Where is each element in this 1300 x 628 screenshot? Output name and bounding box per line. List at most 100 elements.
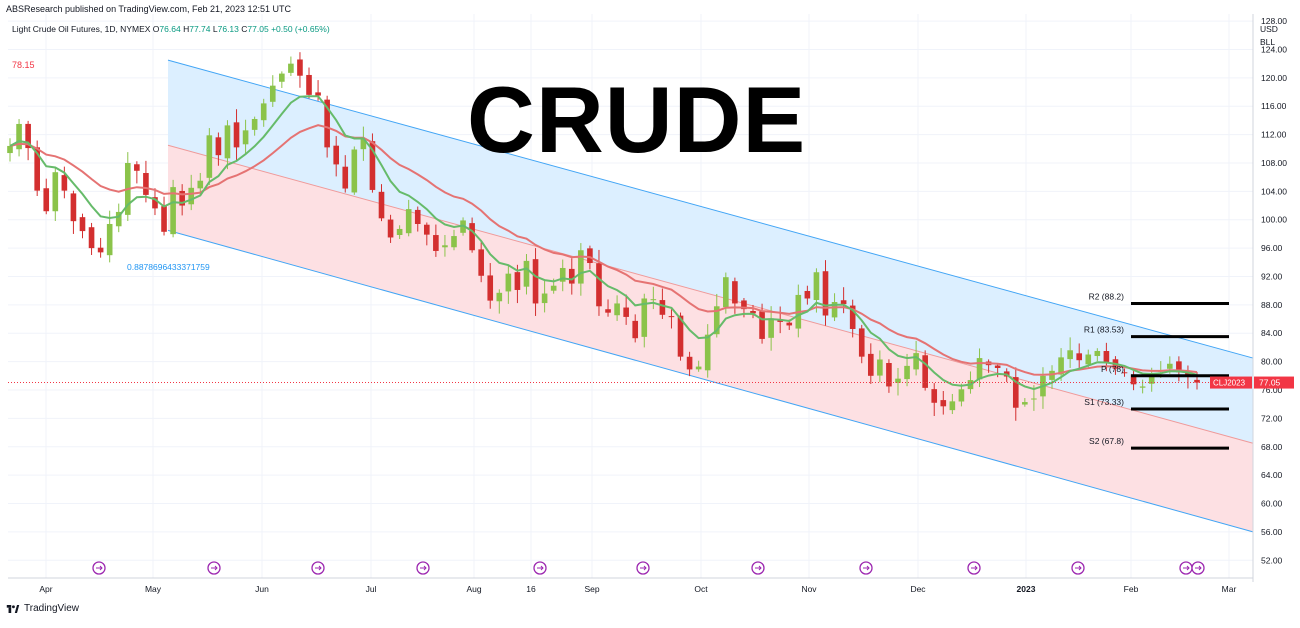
event-marker-icon[interactable] xyxy=(1071,561,1085,575)
time-tick-label: Jun xyxy=(255,584,269,594)
candle-body xyxy=(1022,402,1028,405)
close-label: C xyxy=(241,24,248,34)
event-marker-arrow xyxy=(96,565,103,571)
candle-body xyxy=(487,275,494,301)
candle-body xyxy=(279,73,285,82)
moving-average-fast xyxy=(9,95,1198,391)
candle-body xyxy=(197,180,204,189)
event-marker-icon[interactable] xyxy=(751,561,765,575)
price-tick-label: 80.00 xyxy=(1261,357,1283,367)
candle-body xyxy=(641,298,648,337)
candle-body xyxy=(668,316,675,318)
candle-body xyxy=(297,59,303,76)
time-tick-label: Mar xyxy=(1222,584,1237,594)
candle-body xyxy=(723,277,729,308)
candle-body xyxy=(88,227,95,249)
candle-body xyxy=(333,145,340,165)
event-marker-icon[interactable] xyxy=(859,561,873,575)
candle-body xyxy=(1139,386,1146,388)
candle-body xyxy=(913,353,919,370)
event-marker-arrow xyxy=(640,565,647,571)
candle-body xyxy=(1148,375,1155,384)
candle-body xyxy=(514,272,521,290)
event-marker-icon[interactable] xyxy=(311,561,325,575)
time-tick-label: Oct xyxy=(694,584,708,594)
candle-body xyxy=(650,299,657,301)
candle-body xyxy=(614,303,620,316)
price-tick-label: 100.00 xyxy=(1261,215,1287,225)
candle-body xyxy=(1058,357,1064,375)
candle-body xyxy=(360,138,367,150)
price-tick-label: 72.00 xyxy=(1261,413,1283,423)
candle-body xyxy=(1076,353,1083,361)
low-value: 76.13 xyxy=(217,24,239,34)
candle-body xyxy=(704,334,711,371)
channel-upper-line xyxy=(167,59,1254,359)
time-tick-label: Sep xyxy=(584,584,599,594)
event-marker-arrow xyxy=(537,565,544,571)
candle-body xyxy=(351,149,358,193)
channel-lower-line xyxy=(167,229,1254,533)
ohlc-legend: Light Crude Oil Futures, 1D, NYMEX O76.6… xyxy=(12,24,330,34)
time-tick-label: Feb xyxy=(1124,584,1139,594)
candle-body xyxy=(315,92,321,96)
candle-body xyxy=(43,188,50,212)
candle-body xyxy=(288,63,294,73)
tradingview-brand[interactable]: TradingView xyxy=(6,603,79,614)
event-marker-icon[interactable] xyxy=(1179,561,1193,575)
candle-body xyxy=(242,130,249,145)
publisher-line: ABSResearch published on TradingView.com… xyxy=(6,4,292,14)
candle-body xyxy=(143,173,149,195)
candle-body xyxy=(387,219,394,238)
price-tick-label: 52.00 xyxy=(1261,555,1283,565)
event-marker-arrow xyxy=(211,565,218,571)
candle-body xyxy=(587,248,593,264)
candle-body xyxy=(424,224,430,235)
time-tick-label: 2023 xyxy=(1017,584,1036,594)
time-tick-label: Dec xyxy=(910,584,926,594)
candle-body xyxy=(414,209,421,224)
last-price-tag-label: 77.05 xyxy=(1259,378,1281,388)
price-tick-label: 96.00 xyxy=(1261,243,1283,253)
event-marker-icon[interactable] xyxy=(967,561,981,575)
price-tick-label: 76.00 xyxy=(1261,385,1283,395)
candle-body xyxy=(369,141,376,190)
candle-body xyxy=(867,353,874,376)
event-marker-arrow xyxy=(315,565,322,571)
candle-body xyxy=(568,268,575,284)
candle-body xyxy=(804,290,811,299)
candle-body xyxy=(559,267,566,282)
high-label: H xyxy=(183,24,190,34)
channel-middle-line xyxy=(167,144,1254,444)
unit-label: BLL xyxy=(1260,37,1276,47)
candle-body xyxy=(324,99,330,148)
symbol-label[interactable]: Light Crude Oil Futures, 1D, NYMEX xyxy=(12,24,151,34)
event-marker-icon[interactable] xyxy=(636,561,650,575)
price-tick-label: 88.00 xyxy=(1261,300,1283,310)
event-marker-icon[interactable] xyxy=(533,561,547,575)
candle-body xyxy=(550,285,557,291)
candle-body xyxy=(16,123,22,150)
candle-body xyxy=(1094,350,1101,357)
time-tick-label: Nov xyxy=(801,584,817,594)
candle-body xyxy=(61,175,68,191)
pivot-label-s2: S2 (67.8) xyxy=(1089,436,1124,446)
tradingview-logo-icon xyxy=(6,604,20,613)
candle-body xyxy=(215,137,222,156)
candle-body xyxy=(895,378,901,383)
time-tick-label: May xyxy=(145,584,162,594)
candle-body xyxy=(732,281,738,304)
change-value: +0.50 (+0.65%) xyxy=(271,24,330,34)
candle-body xyxy=(949,401,956,411)
candle-body xyxy=(79,217,86,232)
candle-body xyxy=(813,272,820,301)
candle-body xyxy=(306,74,312,95)
symbol-tag-label: CLJ2023 xyxy=(1213,379,1246,388)
event-marker-icon[interactable] xyxy=(207,561,221,575)
event-marker-icon[interactable] xyxy=(416,561,430,575)
event-marker-icon[interactable] xyxy=(92,561,106,575)
event-marker-icon[interactable] xyxy=(1191,561,1205,575)
candle-body xyxy=(858,328,865,357)
candle-body xyxy=(451,236,457,248)
